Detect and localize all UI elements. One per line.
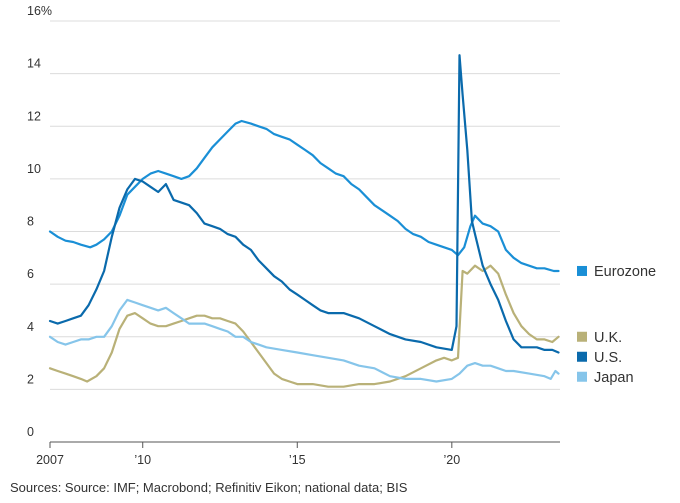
y-tick-label: 10 [27, 162, 41, 176]
legend-label-u-k: U.K. [594, 330, 622, 346]
legend: Eurozone U.K. U.S. Japan [577, 264, 656, 386]
y-tick-label: 8 [27, 215, 34, 229]
x-tick-label: ’15 [289, 453, 306, 467]
x-tick-label: ’20 [443, 453, 460, 467]
series-lines [48, 54, 560, 388]
legend-label-u-s: U.S. [594, 350, 622, 366]
source-note: Sources: Source: IMF; Macrobond; Refinit… [10, 480, 408, 495]
gridlines [50, 20, 560, 443]
x-tick-label: 2007 [36, 453, 64, 467]
y-axis-tick-labels: 0 2 4 6 8 10 12 14 16% [27, 4, 52, 439]
y-tick-label: 16% [27, 4, 52, 18]
y-tick-label: 0 [27, 425, 34, 439]
series-line-u-s [48, 54, 560, 354]
y-tick-label: 4 [27, 320, 34, 334]
legend-swatch-u-k [577, 331, 587, 342]
legend-label-japan: Japan [594, 370, 634, 386]
legend-swatch-japan [577, 371, 587, 382]
legend-swatch-eurozone [577, 265, 587, 276]
legend-swatch-u-s [577, 351, 587, 362]
x-axis-ticks: 2007 ’10 ’15 ’20 [36, 442, 460, 467]
legend-label-eurozone: Eurozone [594, 264, 656, 280]
x-tick-label: ’10 [134, 453, 151, 467]
series-line-eurozone [48, 119, 560, 273]
y-tick-label: 2 [27, 372, 34, 386]
y-tick-label: 14 [27, 57, 41, 71]
series-line-japan [48, 298, 560, 383]
line-chart: 0 2 4 6 8 10 12 14 16% 2007 ’10 ’15 ’20 Eurozone U.K… [27, 4, 656, 467]
y-tick-label: 6 [27, 267, 34, 281]
y-tick-label: 12 [27, 109, 41, 123]
